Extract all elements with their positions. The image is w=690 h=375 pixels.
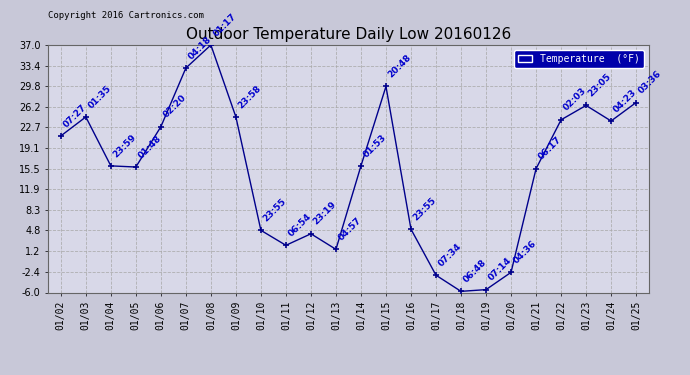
Text: 04:57: 04:57 — [337, 216, 363, 242]
Text: 01:48: 01:48 — [137, 134, 163, 160]
Text: 01:35: 01:35 — [86, 84, 113, 110]
Text: 04:36: 04:36 — [511, 239, 538, 266]
Text: Copyright 2016 Cartronics.com: Copyright 2016 Cartronics.com — [48, 11, 204, 20]
Text: 02:20: 02:20 — [161, 93, 188, 120]
Text: 07:34: 07:34 — [437, 242, 463, 268]
Text: 23:05: 23:05 — [586, 72, 613, 99]
Text: 06:48: 06:48 — [462, 258, 489, 284]
Text: 23:58: 23:58 — [237, 83, 263, 110]
Legend: Temperature  (°F): Temperature (°F) — [514, 50, 644, 68]
Text: 23:55: 23:55 — [411, 196, 438, 222]
Text: 06:17: 06:17 — [537, 135, 563, 162]
Text: 20:48: 20:48 — [386, 53, 413, 80]
Text: 01:53: 01:53 — [362, 132, 388, 159]
Text: 04:23: 04:23 — [611, 87, 638, 114]
Text: 02:03: 02:03 — [562, 87, 588, 113]
Text: 03:36: 03:36 — [637, 69, 663, 96]
Text: 07:14: 07:14 — [486, 256, 513, 283]
Text: 04:18: 04:18 — [186, 34, 213, 61]
Text: 23:19: 23:19 — [311, 200, 338, 227]
Text: 07:27: 07:27 — [61, 102, 88, 129]
Text: 01:17: 01:17 — [211, 12, 238, 38]
Title: Outdoor Temperature Daily Low 20160126: Outdoor Temperature Daily Low 20160126 — [186, 27, 511, 42]
Text: 06:54: 06:54 — [286, 212, 313, 238]
Text: 23:59: 23:59 — [111, 132, 138, 159]
Text: 23:55: 23:55 — [262, 197, 288, 223]
